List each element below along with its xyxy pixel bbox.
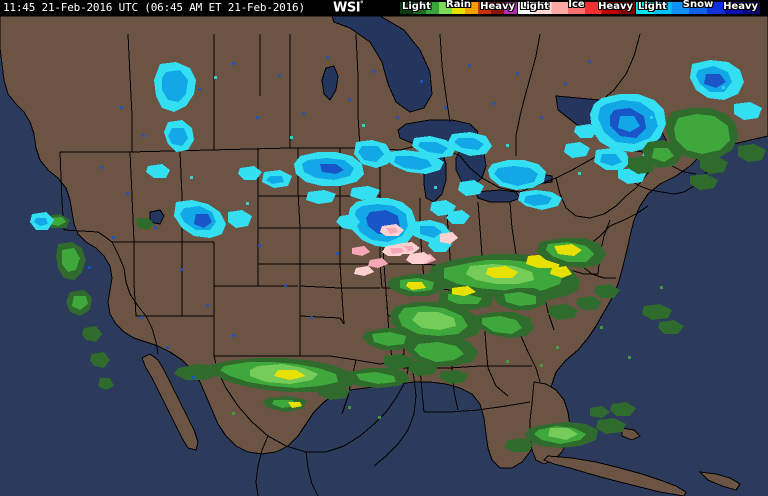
echo-west-texas-rain (174, 358, 438, 412)
legend-ice-title: Ice (568, 0, 585, 10)
precipitation-echoes (30, 56, 766, 452)
lake-erie (475, 189, 521, 203)
map-canvas (0, 16, 768, 496)
echo-pacific-northwest-rain (44, 214, 154, 390)
legend-ice-light-label: Light (520, 1, 549, 12)
timestamp-label: 11:45 21-Feb-2016 UTC (06:45 AM ET 21-Fe… (3, 1, 305, 14)
legend-snow-title: Snow (682, 0, 714, 10)
legend-rain-gradient (400, 2, 517, 14)
hudson-bay-inlet (331, 16, 433, 113)
legend-ice: Light Ice Heavy (518, 0, 635, 14)
echo-plains-ice (354, 232, 458, 276)
legend-snow: Light Snow Heavy (636, 0, 760, 14)
echo-southeast-rain (362, 284, 684, 384)
legend-ice-heavy-label: Heavy (598, 1, 633, 12)
echo-northwest-snow (30, 62, 252, 238)
landmass-caribbean-isles (621, 427, 741, 491)
legend-ice-gradient (518, 2, 635, 14)
legend-snow-gradient (636, 2, 760, 14)
lake-winnipeg (321, 65, 339, 101)
echo-upper-midwest-snow (238, 132, 492, 204)
wsi-logo-mark: ° (360, 0, 364, 8)
echo-appalachian-rain (386, 238, 606, 310)
wsi-logo: WSI° (333, 0, 364, 16)
landmass-baja (141, 353, 199, 451)
legend-snow-light-label: Light (638, 1, 667, 12)
echo-florida-straits-rain (504, 402, 636, 452)
echo-nebraska-iowa-snow (336, 198, 452, 264)
legend-rain-light-label: Light (402, 1, 431, 12)
wsi-logo-text: WSI (333, 0, 361, 16)
legend-rain-heavy-label: Heavy (480, 1, 515, 12)
echo-clutter-speckle (88, 56, 725, 419)
legend-rain-title: Rain (446, 0, 471, 10)
echo-northeast-rain (628, 108, 766, 190)
legend-snow-heavy-label: Heavy (723, 1, 758, 12)
radar-map[interactable] (0, 16, 768, 496)
landmass-cuba (543, 455, 687, 496)
echo-great-lakes-snow (430, 160, 562, 224)
header-bar: 11:45 21-Feb-2016 UTC (06:45 AM ET 21-Fe… (0, 0, 768, 16)
legend-rain: Light Rain Heavy (400, 0, 517, 14)
